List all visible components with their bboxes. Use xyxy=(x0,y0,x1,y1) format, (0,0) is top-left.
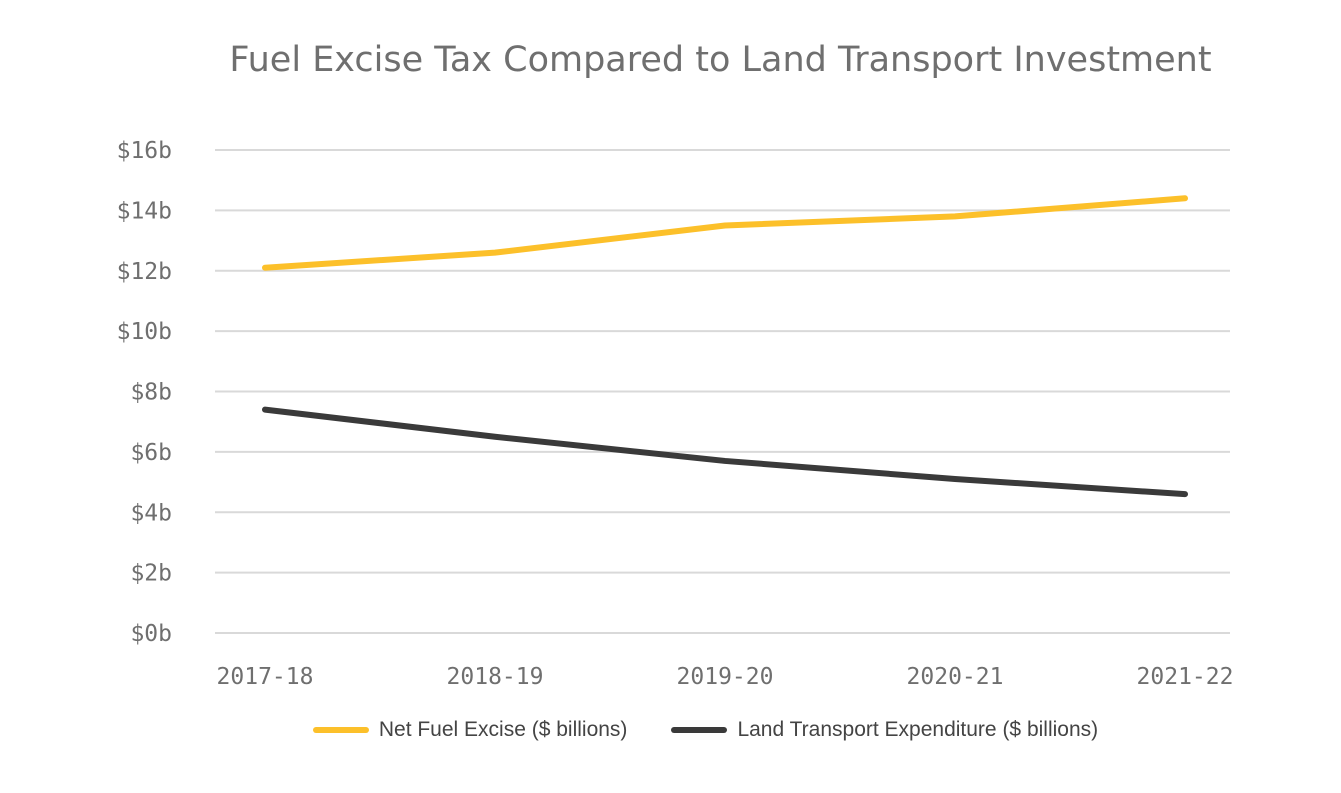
legend-label-net-fuel-excise: Net Fuel Excise ($ billions) xyxy=(378,718,628,741)
legend-swatch-net-fuel-excise xyxy=(312,727,369,733)
x-tick-label: 2017-18 xyxy=(217,664,314,690)
legend-item-net-fuel-excise: Net Fuel Excise ($ billions) xyxy=(312,718,628,742)
y-tick-label: $2b xyxy=(130,561,172,587)
y-tick-label: $8b xyxy=(130,380,172,406)
y-tick-label: $16b xyxy=(117,138,172,164)
y-tick-label: $12b xyxy=(117,259,172,285)
y-tick-label: $14b xyxy=(117,198,172,224)
x-tick-label: 2019-20 xyxy=(677,664,774,690)
chart-title: Fuel Excise Tax Compared to Land Transpo… xyxy=(229,40,1212,80)
y-tick-label: $6b xyxy=(130,440,172,466)
y-tick-label: $10b xyxy=(117,319,172,345)
x-tick-label: 2021-22 xyxy=(1137,664,1234,690)
legend-item-land-transport: Land Transport Expenditure ($ billions) xyxy=(671,718,1098,742)
legend-swatch-land-transport xyxy=(671,727,728,733)
x-tick-label: 2018-19 xyxy=(447,664,544,690)
legend: Net Fuel Excise ($ billions) Land Transp… xyxy=(0,718,1341,742)
y-tick-label: $4b xyxy=(130,500,172,526)
y-tick-label: $0b xyxy=(130,621,172,647)
legend-label-land-transport: Land Transport Expenditure ($ billions) xyxy=(737,718,1099,741)
x-tick-label: 2020-21 xyxy=(907,664,1004,690)
series-line-0 xyxy=(262,195,1188,271)
